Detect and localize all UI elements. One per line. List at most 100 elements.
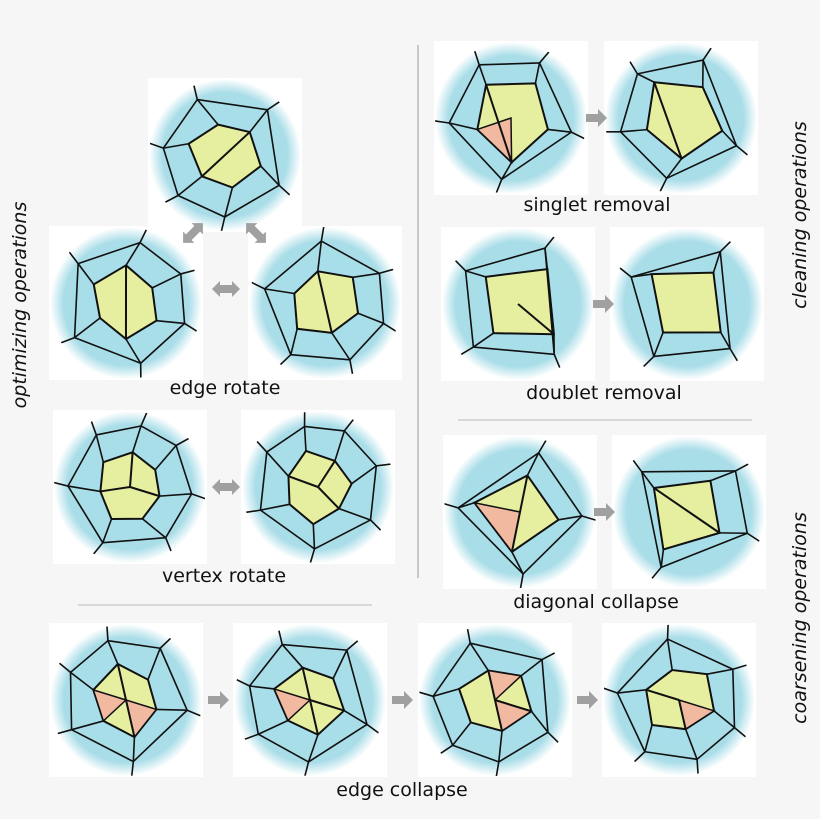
edge (223, 187, 234, 218)
edge (460, 624, 471, 644)
mesh (442, 228, 577, 380)
edge (164, 493, 193, 539)
edge (185, 79, 199, 100)
edge (156, 319, 185, 325)
edge (448, 122, 503, 180)
edge (260, 165, 280, 186)
mesh (444, 436, 596, 588)
edge (196, 99, 219, 126)
edge (666, 158, 683, 179)
edge (175, 445, 193, 495)
inner-edge (288, 475, 319, 488)
edge (366, 723, 386, 754)
edge (544, 248, 555, 355)
edge (489, 761, 500, 776)
operation-label: singlet removal (523, 194, 670, 216)
edge (74, 317, 101, 339)
edge (713, 710, 735, 729)
edge (619, 131, 668, 179)
arrow-shape (208, 691, 229, 709)
edge (73, 263, 79, 338)
edge (54, 473, 69, 487)
mesh (419, 624, 571, 776)
edge (630, 250, 721, 278)
edge (432, 688, 460, 698)
edge (67, 485, 104, 544)
edge (103, 624, 109, 641)
edge (162, 147, 179, 196)
inner-edge (645, 688, 680, 701)
edge (338, 507, 371, 521)
edge (457, 452, 540, 509)
edge (465, 270, 486, 278)
edge (472, 332, 494, 348)
inner-edge (688, 511, 721, 534)
edge (479, 62, 540, 66)
edge (77, 263, 95, 285)
edge (290, 328, 298, 355)
operation-label: diagonal collapse (513, 591, 679, 613)
edge (419, 681, 434, 698)
edge (581, 515, 596, 531)
edge (96, 425, 142, 436)
edge (184, 322, 202, 351)
face (650, 271, 722, 334)
arrow-shape (577, 691, 598, 709)
edge (465, 247, 546, 272)
edge (70, 671, 94, 691)
edge (67, 485, 101, 493)
mesh-panel (248, 226, 402, 380)
arrow (212, 281, 240, 297)
edge (352, 272, 380, 279)
edge (346, 649, 368, 725)
edge (162, 99, 198, 149)
edge (69, 672, 73, 730)
panels (49, 41, 766, 777)
mesh-panel (233, 623, 387, 777)
edge (538, 62, 573, 133)
inner-edge (201, 131, 251, 178)
edge (260, 503, 290, 511)
edge (734, 470, 749, 534)
edge (432, 642, 471, 697)
edge (156, 708, 188, 712)
mesh-panel (610, 227, 764, 381)
edge (464, 270, 475, 348)
edge (702, 42, 731, 61)
edge (300, 548, 316, 563)
edge (640, 471, 662, 568)
edge (721, 130, 738, 147)
edge (74, 336, 141, 364)
edge (452, 744, 500, 763)
edge (702, 59, 738, 147)
edge (177, 194, 226, 218)
arrow (392, 691, 413, 709)
edge (139, 363, 143, 379)
inner-edge (129, 486, 160, 498)
arrow-shape (183, 223, 203, 243)
edge (249, 109, 269, 133)
arrow-shape (212, 479, 240, 495)
edge (257, 733, 309, 763)
edge (71, 720, 104, 731)
edge (641, 471, 655, 489)
edge (249, 266, 265, 290)
edge (522, 515, 583, 575)
inner-edge (678, 699, 687, 730)
edge (513, 573, 524, 588)
edge (432, 696, 454, 746)
edge (616, 638, 669, 694)
edge (264, 288, 295, 295)
operation-label: doublet removal (526, 382, 682, 404)
edge (295, 761, 310, 776)
edge (667, 638, 734, 670)
edge (457, 507, 524, 575)
edge (77, 241, 141, 265)
edge (534, 62, 541, 84)
edge (666, 638, 673, 671)
inner-edge (494, 699, 504, 732)
edge (260, 509, 315, 550)
mesh-panel (148, 78, 302, 232)
edge (343, 430, 377, 467)
arrow (183, 223, 203, 243)
